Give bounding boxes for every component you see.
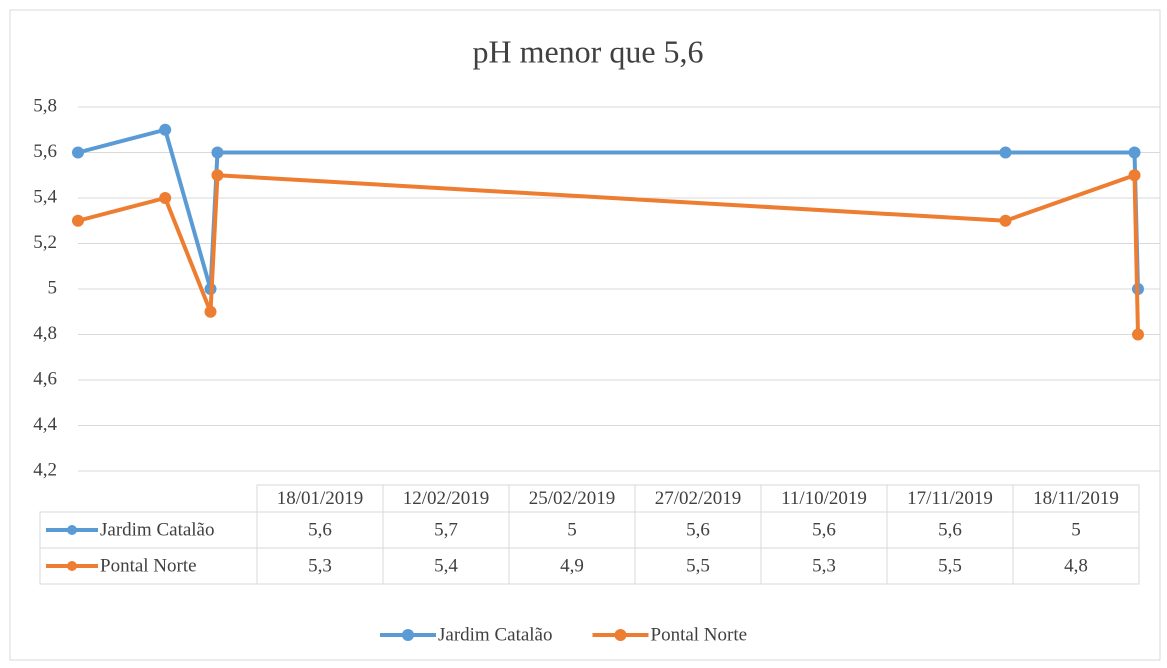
data-label: 5,6 <box>308 519 332 540</box>
point <box>72 214 84 227</box>
data-label: 5,6 <box>686 519 710 540</box>
y-tick-label: 5,2 <box>33 232 57 253</box>
y-tick-label: 5 <box>48 277 58 298</box>
legend-label: Jardim Catalão <box>438 624 553 645</box>
table-legend-marker <box>67 525 77 535</box>
point <box>204 305 217 318</box>
point <box>999 214 1012 227</box>
point <box>211 169 224 182</box>
chart-title: pH menor que 5,6 <box>472 33 703 69</box>
point <box>159 123 172 136</box>
table-series-name: Jardim Catalão <box>100 519 215 540</box>
data-label: 5 <box>1071 519 1081 540</box>
point <box>159 192 172 204</box>
point <box>1128 146 1141 159</box>
x-tick-label: 18/01/2019 <box>277 488 364 509</box>
y-tick-label: 4,6 <box>33 368 57 389</box>
table-series-name: Pontal Norte <box>100 555 197 576</box>
point <box>211 146 224 159</box>
data-label: 5,4 <box>434 555 458 576</box>
legend-marker <box>402 629 414 641</box>
table-legend-marker <box>67 561 77 571</box>
x-tick-label: 27/02/2019 <box>655 488 742 509</box>
x-tick-label: 18/11/2019 <box>1033 488 1119 509</box>
point <box>999 146 1012 159</box>
y-tick-label: 4,4 <box>33 414 57 435</box>
x-tick-label: 12/02/2019 <box>403 488 490 509</box>
legend-label: Pontal Norte <box>651 624 748 645</box>
data-label: 4,8 <box>1064 555 1088 576</box>
y-tick-label: 5,4 <box>33 186 57 207</box>
data-label: 5,5 <box>938 555 962 576</box>
x-tick-label: 11/10/2019 <box>781 488 867 509</box>
data-label: 5,3 <box>812 555 836 576</box>
x-tick-label: 25/02/2019 <box>529 488 616 509</box>
data-label: 5 <box>567 519 577 540</box>
data-label: 5,3 <box>308 555 332 576</box>
table-cell <box>1012 547 1140 585</box>
data-label: 5,5 <box>686 555 710 576</box>
data-label: 5,6 <box>938 519 962 540</box>
point <box>1132 328 1144 341</box>
point <box>72 146 84 159</box>
y-tick-label: 5,8 <box>33 95 57 116</box>
y-tick-label: 4,2 <box>33 459 57 480</box>
data-label: 4,9 <box>560 555 584 576</box>
data-label: 5,7 <box>434 519 458 540</box>
y-tick-label: 4,8 <box>33 323 57 344</box>
y-tick-label: 5,6 <box>33 141 57 162</box>
data-label: 5,6 <box>812 519 836 540</box>
point <box>1128 169 1141 182</box>
x-tick-label: 17/11/2019 <box>907 488 993 509</box>
legend-marker <box>614 629 627 641</box>
